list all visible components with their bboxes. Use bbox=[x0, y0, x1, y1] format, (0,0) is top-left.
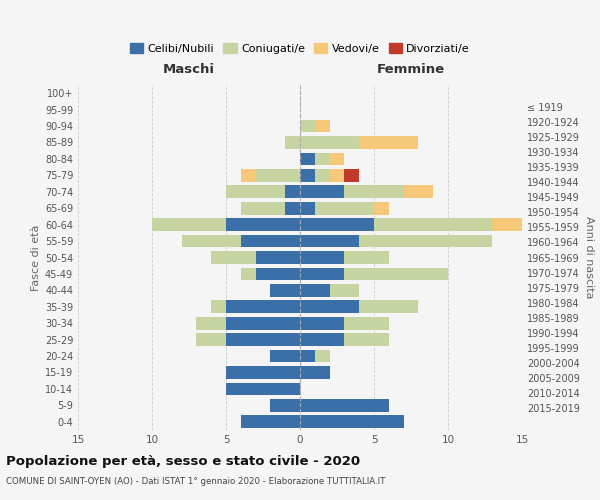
Bar bbox=[196, 317, 226, 330]
Bar bbox=[300, 152, 315, 166]
Bar bbox=[152, 218, 226, 231]
Bar bbox=[344, 251, 389, 264]
Bar bbox=[226, 333, 300, 346]
Bar bbox=[211, 251, 256, 264]
Bar bbox=[300, 251, 344, 264]
Bar bbox=[226, 366, 300, 379]
Bar bbox=[256, 268, 300, 280]
Y-axis label: Anni di nascita: Anni di nascita bbox=[584, 216, 594, 298]
Bar bbox=[359, 300, 418, 313]
Bar bbox=[300, 268, 344, 280]
Bar bbox=[404, 186, 433, 198]
Bar bbox=[374, 218, 493, 231]
Text: Popolazione per età, sesso e stato civile - 2020: Popolazione per età, sesso e stato civil… bbox=[6, 455, 360, 468]
Bar bbox=[315, 120, 329, 132]
Bar bbox=[344, 169, 359, 182]
Bar bbox=[315, 152, 329, 166]
Bar bbox=[241, 169, 256, 182]
Bar bbox=[300, 366, 329, 379]
Bar bbox=[271, 350, 300, 362]
Bar bbox=[256, 251, 300, 264]
Bar bbox=[329, 284, 359, 297]
Bar bbox=[300, 202, 315, 214]
Bar bbox=[285, 202, 300, 214]
Bar bbox=[300, 284, 329, 297]
Bar bbox=[182, 234, 241, 248]
Bar bbox=[522, 218, 537, 231]
Bar bbox=[300, 234, 359, 248]
Bar bbox=[300, 416, 404, 428]
Bar bbox=[226, 317, 300, 330]
Bar bbox=[226, 300, 300, 313]
Bar bbox=[300, 317, 344, 330]
Text: Maschi: Maschi bbox=[163, 63, 215, 76]
Bar bbox=[300, 300, 359, 313]
Bar bbox=[285, 136, 300, 149]
Bar bbox=[344, 333, 389, 346]
Bar bbox=[359, 136, 418, 149]
Bar bbox=[285, 186, 300, 198]
Bar bbox=[300, 169, 315, 182]
Bar bbox=[241, 268, 256, 280]
Bar bbox=[271, 399, 300, 412]
Bar bbox=[241, 416, 300, 428]
Bar bbox=[300, 333, 344, 346]
Bar bbox=[226, 382, 300, 396]
Bar bbox=[196, 333, 226, 346]
Bar bbox=[344, 317, 389, 330]
Legend: Celibi/Nubili, Coniugati/e, Vedovi/e, Divorziati/e: Celibi/Nubili, Coniugati/e, Vedovi/e, Di… bbox=[125, 39, 475, 58]
Text: Femmine: Femmine bbox=[377, 63, 445, 76]
Bar bbox=[315, 202, 374, 214]
Bar bbox=[241, 234, 300, 248]
Text: COMUNE DI SAINT-OYEN (AO) - Dati ISTAT 1° gennaio 2020 - Elaborazione TUTTITALIA: COMUNE DI SAINT-OYEN (AO) - Dati ISTAT 1… bbox=[6, 478, 385, 486]
Bar bbox=[300, 218, 374, 231]
Bar bbox=[344, 268, 448, 280]
Bar bbox=[359, 234, 493, 248]
Y-axis label: Fasce di età: Fasce di età bbox=[31, 224, 41, 290]
Bar bbox=[329, 169, 344, 182]
Bar bbox=[344, 186, 404, 198]
Bar bbox=[315, 169, 329, 182]
Bar bbox=[300, 399, 389, 412]
Bar bbox=[271, 284, 300, 297]
Bar bbox=[226, 218, 300, 231]
Bar bbox=[315, 350, 329, 362]
Bar bbox=[300, 186, 344, 198]
Bar bbox=[226, 186, 285, 198]
Bar bbox=[374, 202, 389, 214]
Bar bbox=[300, 136, 359, 149]
Bar bbox=[300, 120, 315, 132]
Bar bbox=[241, 202, 285, 214]
Bar bbox=[493, 218, 522, 231]
Bar bbox=[256, 169, 300, 182]
Bar bbox=[211, 300, 226, 313]
Bar bbox=[300, 350, 315, 362]
Bar bbox=[329, 152, 344, 166]
